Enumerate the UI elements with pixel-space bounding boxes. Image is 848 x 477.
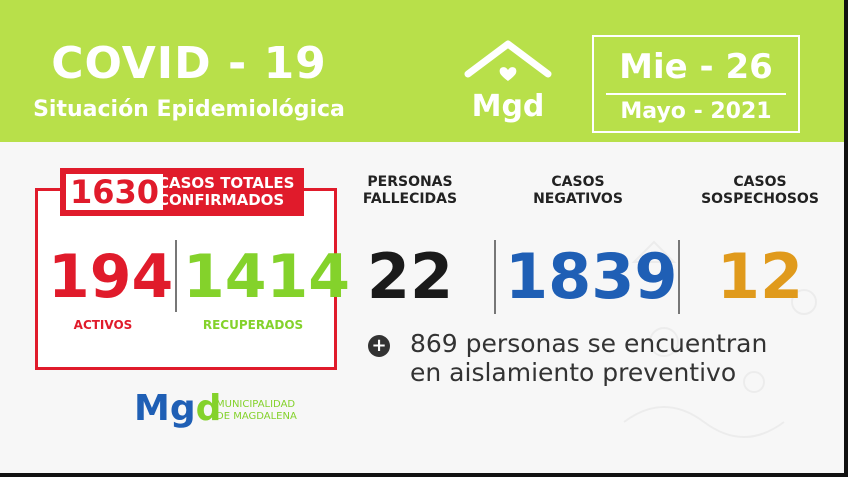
isolation-note-line2: en aislamiento preventivo xyxy=(410,358,737,387)
total-cases-label-line2: CONFIRMADOS xyxy=(158,191,285,209)
isolation-note: 869 personas se encuentran en aislamient… xyxy=(410,329,767,387)
footer-logo: Mgd xyxy=(134,388,221,429)
page-subtitle: Situación Epidemiológica xyxy=(33,97,345,122)
page-title: COVID - 19 xyxy=(51,38,327,89)
negative-label-line1: CASOS xyxy=(551,174,605,190)
deaths-label-line1: PERSONAS xyxy=(367,174,453,190)
plus-icon: + xyxy=(368,335,390,357)
header-banner: COVID - 19 Situación Epidemiológica Mgd … xyxy=(0,0,844,142)
footer-logo-m: Mg xyxy=(134,388,196,429)
suspected-label-line2: SOSPECHOSOS xyxy=(701,191,819,207)
deaths-label-line2: FALLECIDAS xyxy=(362,191,458,207)
footer-org-line1: MUNICIPALIDAD xyxy=(216,399,296,410)
total-cases-tag: 1630 CASOS TOTALES CONFIRMADOS xyxy=(60,168,304,216)
stats-divider-2 xyxy=(678,240,680,314)
cases-divider xyxy=(175,240,177,312)
suspected-label-line1: CASOS xyxy=(733,174,787,190)
suspected-value: 12 xyxy=(716,240,804,313)
recovered-cases-value: 1414 xyxy=(183,242,350,312)
confirmed-cases-box xyxy=(35,188,337,370)
header-logo-text: Mgd xyxy=(472,89,545,124)
total-cases-value: 1630 xyxy=(66,174,164,210)
suspected-label: CASOS SOSPECHOSOS xyxy=(690,174,830,208)
date-month: Mayo - 2021 xyxy=(620,99,772,124)
date-day: Mie - 26 xyxy=(619,47,773,87)
negative-value: 1839 xyxy=(505,240,678,313)
negative-label-line2: NEGATIVOS xyxy=(533,191,623,207)
recovered-cases-label: RECUPERADOS xyxy=(202,318,304,332)
background-decoration-icon xyxy=(623,240,817,438)
isolation-note-line1: 869 personas se encuentran xyxy=(410,329,768,358)
active-cases-label: ACTIVOS xyxy=(73,318,133,332)
deaths-value: 22 xyxy=(366,240,454,313)
footer-logo-d: d xyxy=(195,388,222,429)
house-logo-icon: Mgd xyxy=(464,40,552,124)
stats-divider-1 xyxy=(494,240,496,314)
negative-label: CASOS NEGATIVOS xyxy=(518,174,638,208)
footer-org-name: MUNICIPALIDAD DE MAGDALENA xyxy=(216,399,297,423)
total-cases-label-line1: CASOS TOTALES xyxy=(158,174,295,192)
footer-org-line2: DE MAGDALENA xyxy=(216,411,297,422)
date-box: Mie - 26 Mayo - 2021 xyxy=(592,35,800,133)
deaths-label: PERSONAS FALLECIDAS xyxy=(350,174,470,208)
total-cases-label: CASOS TOTALES CONFIRMADOS xyxy=(158,175,294,209)
date-divider xyxy=(606,93,786,95)
active-cases-value: 194 xyxy=(48,242,174,312)
